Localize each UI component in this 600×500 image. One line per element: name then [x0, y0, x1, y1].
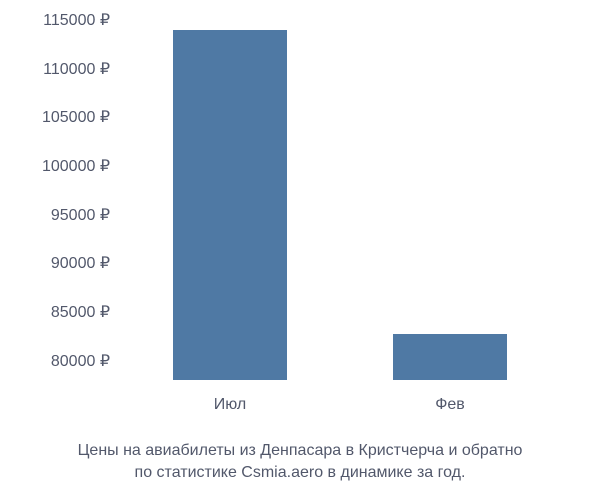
y-axis-tick-label: 105000 ₽ [42, 107, 120, 127]
bar [393, 334, 507, 380]
y-axis-tick-label: 80000 ₽ [51, 351, 120, 371]
chart-caption-line: Цены на авиабилеты из Денпасара в Кристч… [0, 440, 600, 462]
y-axis-tick-label: 115000 ₽ [43, 10, 120, 30]
plot-area: 80000 ₽85000 ₽90000 ₽95000 ₽100000 ₽1050… [120, 20, 560, 380]
x-axis-tick-label: Июл [214, 380, 246, 414]
bar [173, 30, 287, 380]
y-axis-tick-label: 110000 ₽ [43, 59, 120, 79]
y-axis-tick-label: 95000 ₽ [51, 205, 120, 225]
chart-caption-line: по статистике Csmia.aero в динамике за г… [0, 462, 600, 484]
x-axis-tick-label: Фев [435, 380, 465, 414]
price-chart: 80000 ₽ 85000 ₽ 90000 ₽ 95000 ₽ 100000 ₽ 1050… [0, 0, 600, 500]
y-axis-tick-label: 90000 ₽ [51, 253, 120, 273]
y-axis-tick-label: 85000 ₽ [51, 302, 120, 322]
chart-caption: Цены на авиабилеты из Денпасара в Кристч… [0, 440, 600, 483]
y-axis-tick-label: 100000 ₽ [42, 156, 120, 176]
